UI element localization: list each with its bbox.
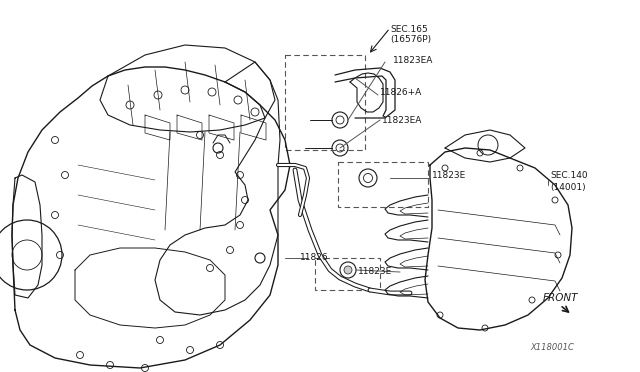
Text: 11826+A: 11826+A: [380, 87, 422, 96]
Text: X118001C: X118001C: [530, 343, 574, 353]
Bar: [315, 258, 380, 290]
Bar: [338, 162, 428, 207]
Text: SEC.140: SEC.140: [550, 170, 588, 180]
Text: 11823EA: 11823EA: [393, 55, 433, 64]
Text: 11823E: 11823E: [432, 170, 467, 180]
Text: 11823E: 11823E: [358, 267, 392, 276]
Text: (14001): (14001): [550, 183, 586, 192]
Text: (16576P): (16576P): [390, 35, 431, 44]
Bar: [285, 55, 365, 150]
Text: SEC.165: SEC.165: [390, 25, 428, 34]
Text: FRONT: FRONT: [543, 293, 579, 303]
Circle shape: [344, 266, 352, 274]
Text: 11823EA: 11823EA: [382, 115, 422, 125]
Text: 11826: 11826: [300, 253, 328, 263]
